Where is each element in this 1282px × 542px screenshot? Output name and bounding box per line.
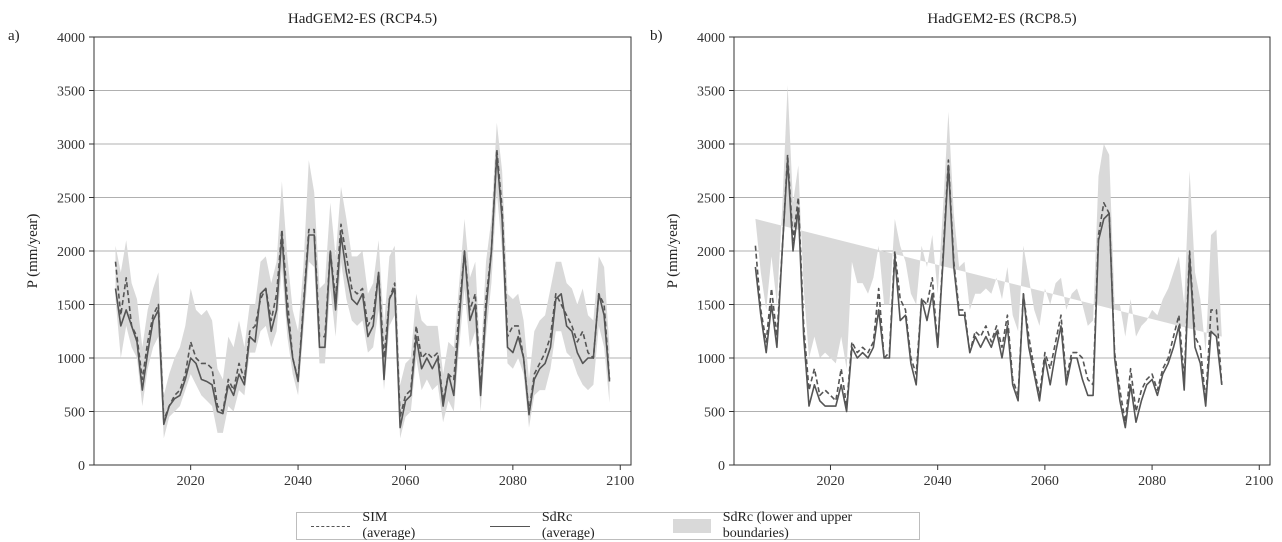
x-tick-label: 2080 — [1138, 474, 1166, 489]
x-tick-label: 2060 — [391, 474, 419, 489]
y-tick-label: 1500 — [697, 299, 725, 314]
y-tick-label: 3000 — [697, 138, 725, 153]
y-tick-label: 1000 — [697, 352, 725, 367]
y-axis-label: P (mm/year) — [25, 214, 41, 289]
y-tick-label: 4000 — [697, 31, 725, 46]
y-tick-label: 1500 — [57, 299, 85, 314]
x-tick-label: 2020 — [177, 474, 205, 489]
y-tick-label: 4000 — [57, 31, 85, 46]
y-tick-label: 3500 — [697, 85, 725, 100]
x-tick-label: 2100 — [1245, 474, 1273, 489]
legend-label-sdrc-average: SdRc (average) — [541, 510, 595, 541]
legend-label-sim: SIM (average) — [362, 510, 416, 541]
chart-panel-2: 0 500 1000 1500 2000 2500 3000 3500 4000 2020 2040… — [650, 11, 1273, 489]
legend-dashed-line-icon — [311, 520, 351, 532]
series-line-sdrc-average — [754, 159, 1223, 429]
y-axis-label: P (mm/year) — [665, 214, 681, 289]
y-tick-label: 2000 — [57, 245, 85, 260]
chart-panel-1: 0 500 1000 1500 2000 2500 3000 3500 4000 2020 2040… — [8, 11, 634, 489]
legend: SIM (average) SdRc (average) SdRc (lower… — [296, 510, 920, 542]
panel-label: a) — [8, 28, 20, 44]
y-tick-label: 2500 — [697, 192, 725, 207]
y-tick-label: 2000 — [697, 245, 725, 260]
series-band-sdrc-bounds — [115, 122, 610, 439]
chart-title: HadGEM2-ES (RCP4.5) — [288, 11, 437, 27]
panel-label: b) — [650, 28, 663, 44]
series-line-sim-average — [754, 153, 1223, 423]
legend-band-patch-icon — [673, 519, 711, 533]
y-tick-label: 2500 — [57, 192, 85, 207]
series-line-sdrc-average — [114, 153, 611, 429]
series-band-sdrc-bounds — [755, 85, 1222, 369]
figure-canvas: 0 500 1000 1500 2000 2500 3000 3500 4000 2020 2040… — [8, 11, 1273, 489]
chart-title: HadGEM2-ES (RCP8.5) — [927, 11, 1076, 27]
legend-solid-line-icon — [490, 520, 531, 532]
x-tick-label: 2100 — [606, 474, 634, 489]
y-tick-label: 500 — [704, 406, 725, 421]
legend-item-sim: SIM (average) — [311, 510, 442, 542]
legend-item-sdrc-average: SdRc (average) — [490, 510, 627, 542]
y-tick-label: 3500 — [57, 85, 85, 100]
x-tick-label: 2020 — [816, 474, 844, 489]
y-tick-label: 500 — [64, 406, 85, 421]
y-tick-label: 0 — [718, 459, 725, 474]
plot-frame — [733, 36, 1271, 466]
y-tick-label: 3000 — [57, 138, 85, 153]
legend-label-sdrc-band: SdRc (lower and upper boundaries) — [722, 510, 853, 541]
y-tick-label: 1000 — [57, 352, 85, 367]
x-tick-label: 2060 — [1031, 474, 1059, 489]
y-tick-label: 0 — [78, 459, 85, 474]
x-tick-label: 2080 — [499, 474, 527, 489]
legend-item-sdrc-band: SdRc (lower and upper boundaries) — [673, 510, 919, 542]
x-tick-label: 2040 — [924, 474, 952, 489]
x-tick-label: 2040 — [284, 474, 312, 489]
plot-frame — [93, 36, 632, 466]
